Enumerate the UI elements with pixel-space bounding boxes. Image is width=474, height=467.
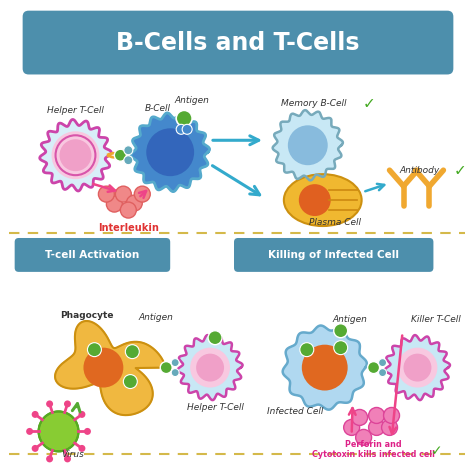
Text: T-cell Activation: T-cell Activation — [46, 250, 139, 260]
Circle shape — [300, 343, 314, 357]
Text: Killing of Infected Cell: Killing of Infected Cell — [268, 250, 399, 260]
Text: Interleukin: Interleukin — [98, 223, 159, 233]
Circle shape — [32, 411, 38, 418]
Text: Helper T-Cell: Helper T-Cell — [187, 403, 244, 412]
Circle shape — [368, 361, 380, 374]
Circle shape — [78, 411, 85, 418]
Circle shape — [369, 419, 384, 435]
Circle shape — [120, 202, 137, 218]
Polygon shape — [283, 325, 367, 410]
Circle shape — [99, 186, 114, 202]
Circle shape — [114, 149, 127, 161]
Text: Memory B-Cell: Memory B-Cell — [281, 99, 346, 108]
Text: Perforin and
Cytotoxin kills infected cell: Perforin and Cytotoxin kills infected ce… — [312, 439, 435, 459]
Circle shape — [64, 455, 71, 462]
Circle shape — [46, 400, 53, 407]
Circle shape — [124, 156, 133, 165]
Text: Infected Cell: Infected Cell — [267, 407, 323, 416]
Text: Antibody: Antibody — [399, 166, 439, 175]
Circle shape — [127, 195, 142, 211]
Circle shape — [334, 341, 347, 354]
Circle shape — [106, 196, 122, 212]
Circle shape — [87, 343, 101, 357]
Polygon shape — [273, 110, 343, 180]
Circle shape — [403, 354, 431, 382]
Ellipse shape — [299, 184, 331, 216]
Text: Phagocyte: Phagocyte — [60, 311, 113, 320]
Circle shape — [196, 354, 224, 382]
Circle shape — [84, 428, 91, 435]
Circle shape — [334, 324, 347, 338]
Text: Antigen: Antigen — [332, 315, 367, 324]
Circle shape — [382, 419, 398, 435]
Ellipse shape — [284, 174, 362, 226]
Circle shape — [64, 400, 71, 407]
Circle shape — [176, 110, 192, 126]
Circle shape — [46, 455, 53, 462]
Circle shape — [115, 186, 131, 202]
Circle shape — [288, 125, 328, 165]
Circle shape — [369, 408, 384, 424]
Circle shape — [60, 139, 91, 171]
Circle shape — [124, 146, 133, 155]
Circle shape — [83, 347, 123, 388]
Circle shape — [379, 368, 387, 376]
Text: ✓: ✓ — [431, 444, 443, 458]
Text: ✓: ✓ — [363, 96, 375, 111]
FancyBboxPatch shape — [15, 238, 170, 272]
Circle shape — [383, 408, 400, 424]
Circle shape — [123, 375, 137, 389]
Polygon shape — [131, 113, 210, 191]
Circle shape — [398, 347, 438, 388]
Circle shape — [190, 347, 230, 388]
Text: Antigen: Antigen — [175, 96, 210, 105]
Circle shape — [160, 361, 172, 374]
Circle shape — [78, 445, 85, 452]
Circle shape — [125, 345, 139, 359]
Text: Killer T-Cell: Killer T-Cell — [410, 315, 460, 324]
Circle shape — [32, 445, 38, 452]
Circle shape — [182, 124, 192, 134]
Circle shape — [379, 359, 387, 367]
FancyBboxPatch shape — [23, 11, 453, 74]
Circle shape — [171, 368, 179, 376]
Text: B-Cells and T-Cells: B-Cells and T-Cells — [116, 30, 360, 55]
Text: Antigen: Antigen — [139, 313, 173, 322]
Circle shape — [344, 419, 360, 435]
FancyBboxPatch shape — [234, 238, 433, 272]
Circle shape — [52, 131, 100, 179]
Circle shape — [208, 331, 222, 345]
Text: Helper T-Cell: Helper T-Cell — [47, 106, 104, 115]
Text: B-Cell: B-Cell — [145, 104, 171, 113]
Text: Plasma Cell: Plasma Cell — [309, 218, 361, 226]
Polygon shape — [38, 411, 79, 451]
Circle shape — [171, 359, 179, 367]
Text: ✓: ✓ — [453, 163, 466, 177]
Polygon shape — [178, 335, 243, 400]
Polygon shape — [40, 120, 111, 191]
Circle shape — [38, 411, 79, 451]
Circle shape — [176, 124, 186, 134]
Circle shape — [356, 430, 372, 446]
Polygon shape — [385, 335, 450, 400]
Circle shape — [302, 345, 347, 390]
Circle shape — [134, 186, 150, 202]
Circle shape — [26, 428, 33, 435]
Text: Virus: Virus — [61, 450, 84, 459]
Polygon shape — [55, 321, 165, 415]
Circle shape — [146, 128, 194, 176]
Circle shape — [352, 410, 368, 425]
